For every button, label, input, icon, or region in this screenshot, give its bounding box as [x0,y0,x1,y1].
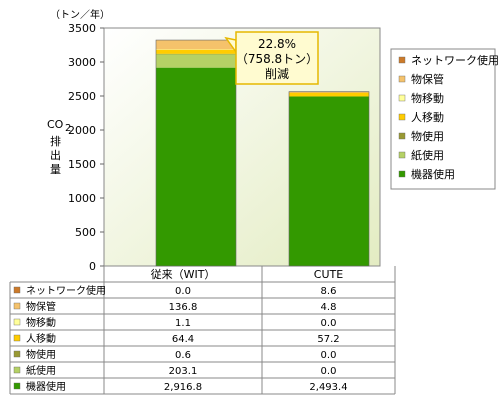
table-cell: 0.0 [175,286,191,297]
y-label-co: CO [47,118,64,131]
table-row-label: 人移動 [26,332,56,345]
table-cell: 57.2 [317,334,339,345]
table-row-label: ネットワーク使用 [26,284,106,297]
legend-swatch [398,75,406,83]
category-label: CUTE [314,268,343,281]
table-row-label: 物使用 [26,348,56,361]
table-cell: 4.8 [321,302,337,313]
bar-segment-6-1 [156,40,236,50]
y-tick-label: 3500 [68,22,96,35]
y-axis-ticks: 0 500 1000 1500 2000 2500 3000 3500 [68,22,104,273]
bar-segment-5-1 [156,49,236,50]
table-cell: 0.0 [321,350,337,361]
reduction-callout: 22.8%（758.8トン）削減 [224,31,319,85]
bar-segment-1-2 [289,96,369,267]
y-tick-label: 2500 [68,90,96,103]
table-row-label: 紙使用 [26,364,56,377]
table-cell: 203.1 [169,366,198,377]
bar-outline-2 [288,91,370,267]
legend-swatch [398,132,406,140]
legend-swatch [398,151,406,159]
y-tick-label: 2000 [68,124,96,137]
legend-swatch [398,113,406,121]
table-row-label: 物移動 [26,316,56,329]
y-label-char: 出 [50,148,61,162]
legend-swatch [398,170,406,178]
legend-swatch [398,56,406,64]
y-label-char: 量 [50,163,61,176]
callout-box [235,31,319,85]
table-cell: 1.1 [175,318,191,329]
bar-segment-4-2 [289,92,369,97]
table-swatch [13,350,21,358]
y-tick-label: 1000 [68,192,96,205]
category-label: 従来（WIT） [151,268,216,281]
table-cell: 0.0 [321,318,337,329]
table-cell: 8.6 [321,286,337,297]
table-cell: 136.8 [169,302,198,313]
y-label-char: 排 [50,134,61,148]
table-swatch [13,302,21,310]
bar-segment-1-1 [156,67,236,267]
unit-label: （トン／年） [50,8,110,21]
y-tick-label: 3000 [68,56,96,69]
legend-label: 物移動 [411,91,444,105]
data-table: 従来（WIT） CUTE ネットワーク使用 0.0 8.6 物保管 136.8 4.8 物移動 1… [9,266,396,395]
y-tick-label: 1500 [68,158,96,171]
bar-segment-4-1 [156,49,236,54]
table-cell: 2,493.4 [309,382,347,393]
y-tick-label: 0 [89,260,96,273]
bar-segment-3-1 [156,53,236,55]
legend-label: ネットワーク使用 [411,54,499,67]
callout-text: （758.8トン） [236,52,318,66]
bars [155,39,370,267]
legend-label: 物保管 [411,72,444,86]
table-swatch [13,286,21,294]
y-label-subscript: 2 [65,123,71,134]
table-swatch [13,366,21,374]
table-row-label: 物保管 [26,300,56,313]
y-tick-label: 500 [75,226,96,239]
legend-label: 機器使用 [411,167,455,181]
table-cell: 2,916.8 [164,382,202,393]
legend-label: 人移動 [411,110,444,124]
callout-text: 22.8% [258,37,296,51]
legend-swatch [398,94,406,102]
legend-label: 物使用 [411,129,444,143]
table-cell: 64.4 [172,334,194,345]
bar-segment-2-1 [156,53,236,68]
table-swatch [13,318,21,326]
table-cell: 0.0 [321,366,337,377]
table-cell: 0.6 [175,350,191,361]
legend-label: 紙使用 [411,148,444,162]
bar-outline-1 [155,39,237,267]
legend-box [390,48,496,190]
bar-segment-6-2 [289,92,369,93]
callout-text: 削減 [265,66,289,81]
table-swatch [13,382,21,390]
table-row-label: 機器使用 [26,380,66,393]
table-swatch [13,334,21,342]
